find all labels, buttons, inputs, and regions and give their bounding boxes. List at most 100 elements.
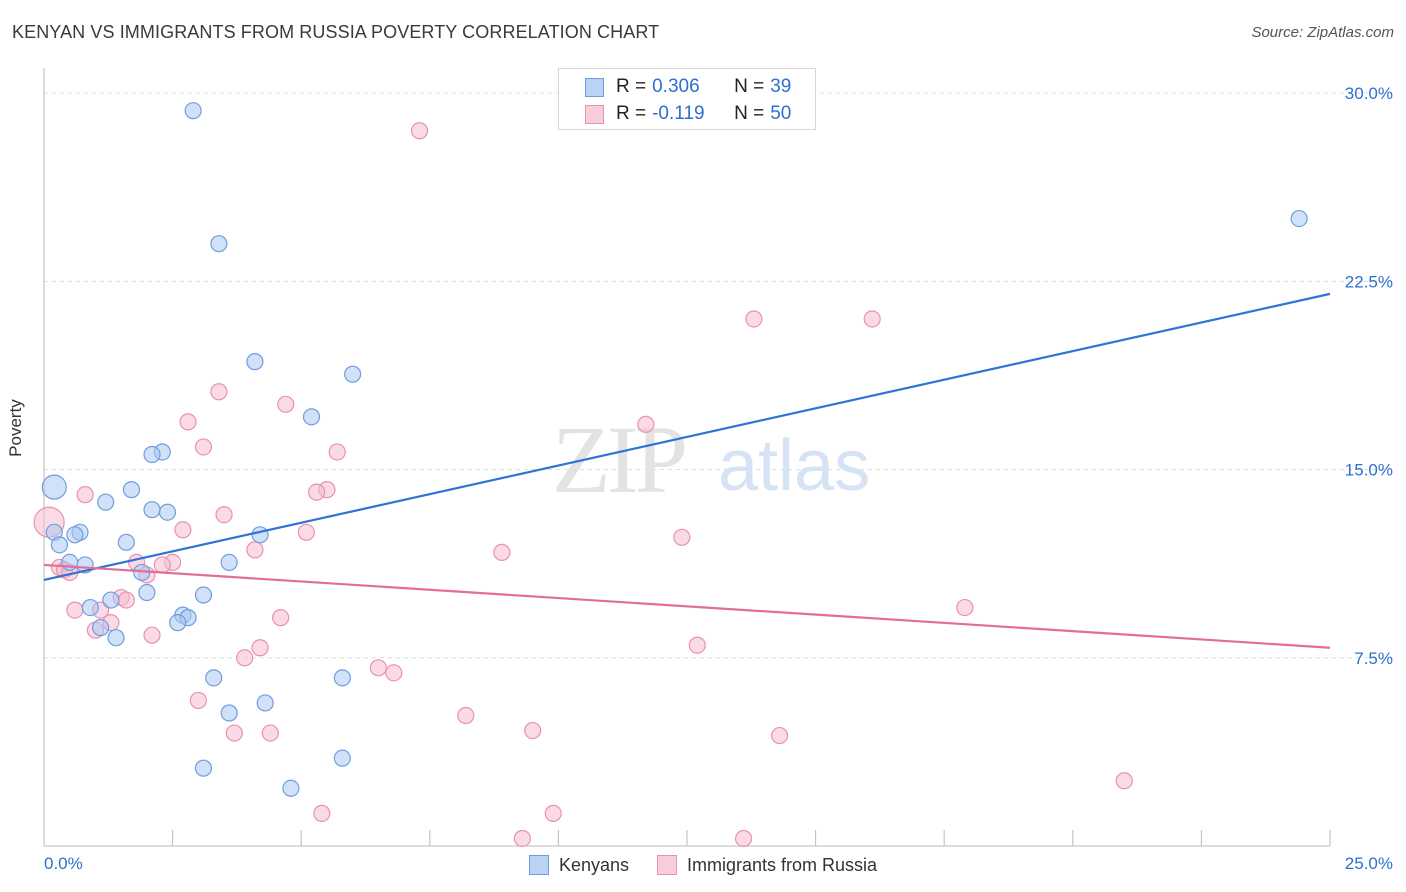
russia-point[interactable] xyxy=(313,804,331,822)
kenyans-point[interactable] xyxy=(50,536,69,554)
russia-point[interactable] xyxy=(189,691,207,710)
kenyans-point[interactable] xyxy=(169,614,187,632)
kenyans-point[interactable] xyxy=(302,408,321,426)
kenyans-trend-line xyxy=(43,292,1331,582)
russia-point[interactable] xyxy=(457,706,475,725)
russia-point[interactable] xyxy=(637,415,655,433)
n-label: N = xyxy=(734,76,765,97)
russia-point[interactable] xyxy=(369,659,387,677)
russia-point[interactable] xyxy=(328,443,346,461)
x-tick-label-max: 25.0% xyxy=(1345,854,1393,873)
russia-point[interactable] xyxy=(734,829,753,848)
watermark: ZIP atlas xyxy=(552,406,870,513)
n-value: 50 xyxy=(770,103,792,124)
russia-point[interactable] xyxy=(385,664,403,682)
kenyans-point[interactable] xyxy=(205,669,223,687)
legend-item-russia[interactable]: Immigrants from Russia xyxy=(657,855,877,876)
russia-point[interactable] xyxy=(261,724,279,742)
kenyans-point[interactable] xyxy=(194,759,213,777)
russia-point[interactable] xyxy=(524,721,542,740)
russia-point[interactable] xyxy=(308,483,326,501)
kenyans-point[interactable] xyxy=(333,669,351,687)
russia-point[interactable] xyxy=(153,556,171,574)
russia-point[interactable] xyxy=(863,310,881,328)
kenyans-point[interactable] xyxy=(117,533,135,551)
source-label: Source: ZipAtlas.com xyxy=(1251,24,1394,41)
kenyans-point[interactable] xyxy=(143,501,161,519)
russia-point[interactable] xyxy=(1115,772,1133,790)
gridlines xyxy=(44,92,1392,659)
russia-point[interactable] xyxy=(179,413,197,431)
kenyans-point[interactable] xyxy=(66,526,84,544)
r-value: -0.119 xyxy=(652,103,705,124)
russia-point[interactable] xyxy=(544,804,562,822)
kenyans-point[interactable] xyxy=(91,619,110,637)
kenyans-point[interactable] xyxy=(251,526,269,544)
kenyans-point[interactable] xyxy=(1290,209,1308,228)
kenyans-point[interactable] xyxy=(282,779,300,797)
r-value: 0.306 xyxy=(652,76,700,97)
kenyans-point[interactable] xyxy=(220,704,238,722)
russia-point[interactable] xyxy=(277,395,295,413)
russia-point[interactable] xyxy=(76,486,94,504)
russia-point[interactable] xyxy=(215,506,233,524)
y-tick-label: 15.0% xyxy=(1345,461,1393,480)
legend-label-russia: Immigrants from Russia xyxy=(687,854,878,875)
russia-point[interactable] xyxy=(272,609,290,627)
kenyans-point[interactable] xyxy=(97,493,115,511)
russia-point[interactable] xyxy=(297,523,315,541)
kenyans-point[interactable] xyxy=(246,353,264,371)
russia-point[interactable] xyxy=(236,649,254,667)
series-legend: Kenyans Immigrants from Russia xyxy=(0,852,1406,878)
kenyans-point[interactable] xyxy=(210,235,228,253)
x-ticks xyxy=(172,830,1331,846)
russia-point[interactable] xyxy=(210,383,228,401)
russia-point[interactable] xyxy=(688,636,706,654)
r-label: R = xyxy=(616,76,647,97)
legend-row-kenyans: R = 0.306 N = 39 xyxy=(585,75,791,99)
russia-point[interactable] xyxy=(673,528,691,546)
x-tick-label-min: 0.0% xyxy=(44,854,83,873)
russia-point[interactable] xyxy=(117,591,135,609)
kenyans-point[interactable] xyxy=(220,553,238,572)
kenyans-point[interactable] xyxy=(122,481,141,499)
kenyans-point[interactable] xyxy=(256,694,274,712)
russia-point[interactable] xyxy=(745,310,763,328)
legend-item-kenyans[interactable]: Kenyans xyxy=(528,854,629,876)
kenyans-point[interactable] xyxy=(81,598,99,617)
kenyans-swatch xyxy=(528,855,549,875)
y-tick-label: 30.0% xyxy=(1345,84,1393,103)
russia-point[interactable] xyxy=(194,438,213,456)
legend-row-russia: R = -0.119 N = 50 xyxy=(585,102,791,126)
russia-point[interactable] xyxy=(770,726,789,745)
y-tick-labels: 7.5% 15.0% 22.5% 30.0% xyxy=(1345,84,1393,668)
x-tick-labels: 0.0% 25.0% xyxy=(44,854,1393,873)
russia-point[interactable] xyxy=(225,724,243,742)
kenyans-point[interactable] xyxy=(138,583,156,602)
russia-point[interactable] xyxy=(493,543,511,561)
russia-trend-line xyxy=(43,563,1331,649)
russia-point[interactable] xyxy=(174,521,192,539)
watermark-atlas: atlas xyxy=(718,426,870,506)
russia-swatch xyxy=(657,855,677,875)
russia-point[interactable] xyxy=(513,829,531,848)
kenyans-point[interactable] xyxy=(344,365,362,383)
kenyans-point[interactable] xyxy=(333,749,351,767)
kenyans-point[interactable] xyxy=(184,102,202,120)
kenyans-point[interactable] xyxy=(143,445,161,464)
russia-point[interactable] xyxy=(246,541,264,559)
russia-point[interactable] xyxy=(410,122,429,140)
russia-point[interactable] xyxy=(956,598,974,617)
kenyans-point[interactable] xyxy=(102,591,120,609)
russia-point[interactable] xyxy=(143,626,161,644)
russia-point[interactable] xyxy=(251,639,269,657)
kenyans-point[interactable] xyxy=(41,474,67,500)
legend-label-kenyans: Kenyans xyxy=(558,854,629,875)
russia-swatch xyxy=(585,104,604,124)
kenyans-point[interactable] xyxy=(158,503,177,521)
trend-lines xyxy=(43,292,1331,649)
kenyans-point[interactable] xyxy=(194,586,213,604)
russia-point[interactable] xyxy=(66,601,84,619)
kenyans-swatch xyxy=(585,77,604,97)
kenyans-point[interactable] xyxy=(107,629,125,647)
